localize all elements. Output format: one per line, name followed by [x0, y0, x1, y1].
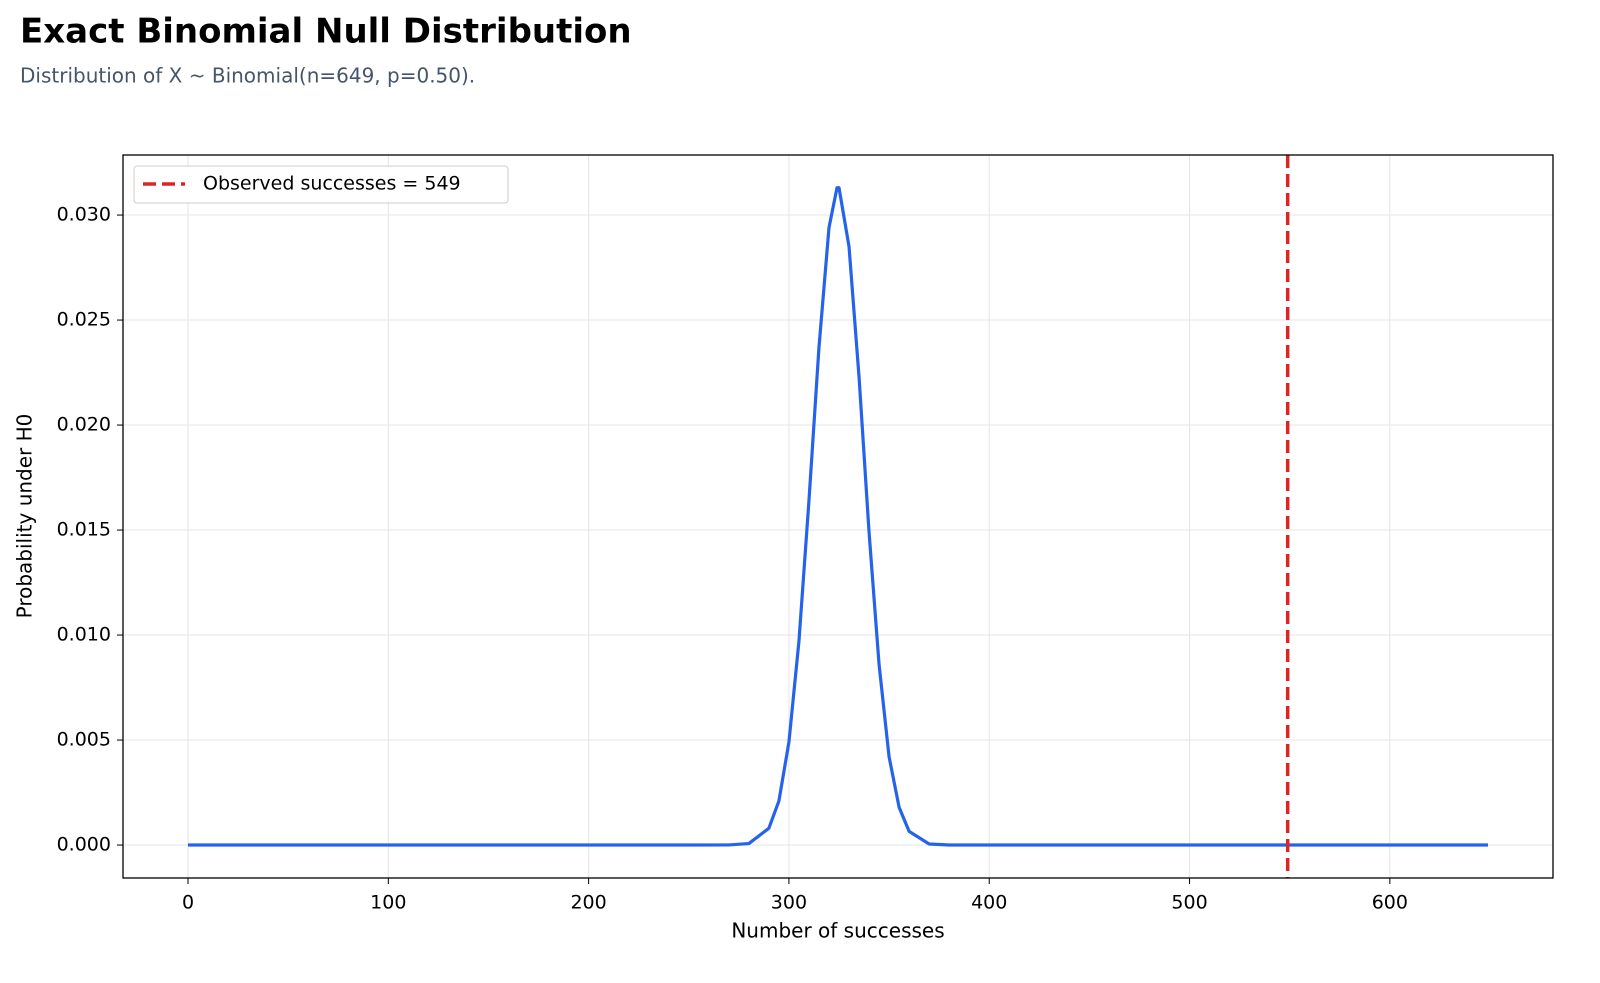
- y-tick-label: 0.010: [57, 624, 111, 646]
- chart-title: Exact Binomial Null Distribution: [20, 12, 632, 52]
- legend-box: [133, 165, 509, 204]
- x-tick-label: 200: [570, 892, 606, 914]
- line-series: [188, 186, 1488, 847]
- y-tick-label: 0.020: [57, 414, 111, 436]
- legend-label: Observed successes = 549: [203, 173, 461, 195]
- y-tick-label: 0.015: [57, 519, 111, 541]
- x-tick-label: 600: [1372, 892, 1408, 914]
- y-axis-label: Probability under H0: [13, 414, 37, 619]
- x-tick-label: 100: [370, 892, 406, 914]
- x-tick-label: 300: [771, 892, 807, 914]
- y-tick-label: 0.005: [57, 729, 111, 751]
- x-axis-label: Number of successes: [731, 919, 944, 943]
- x-tick-label: 400: [971, 892, 1007, 914]
- y-tick-label: 0.025: [57, 309, 111, 331]
- x-tick-label: 0: [182, 892, 194, 914]
- plot-frame: [122, 154, 1554, 879]
- x-tick-label: 500: [1171, 892, 1207, 914]
- chart-subtitle: Distribution of X ~ Binomial(n=649, p=0.…: [20, 64, 475, 88]
- y-tick-label: 0.030: [57, 204, 111, 226]
- y-tick-label: 0.000: [57, 834, 111, 856]
